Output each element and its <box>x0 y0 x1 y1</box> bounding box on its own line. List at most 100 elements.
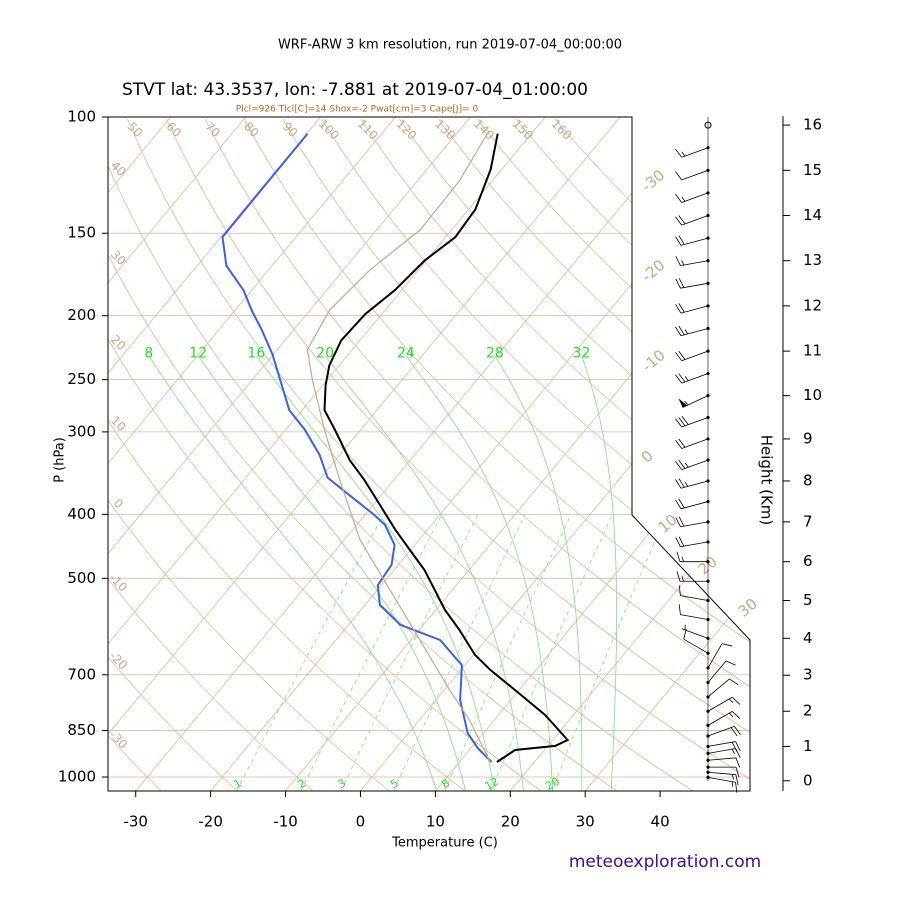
barb-half <box>684 400 689 406</box>
background-lines <box>108 117 750 791</box>
dry-adiabat <box>476 118 750 791</box>
barb-full <box>725 660 736 666</box>
barb-staff <box>683 638 709 654</box>
moist-adiabat-label: 28 <box>486 346 504 362</box>
barb-full <box>731 696 741 705</box>
moist-adiabat <box>197 355 466 791</box>
barb-dot <box>706 758 710 762</box>
barb-staff <box>681 459 709 471</box>
y-tick-label: 400 <box>67 505 96 523</box>
barb-full <box>678 459 686 469</box>
wind-barb <box>706 678 739 699</box>
moist-adiabat-label: 16 <box>247 346 265 362</box>
barb-full <box>735 774 739 786</box>
barb-staff <box>680 480 709 489</box>
y-tick-label: 1000 <box>58 768 96 786</box>
wind-barb <box>678 604 710 622</box>
barb-full <box>675 352 683 361</box>
x-tick-label: -10 <box>273 813 298 831</box>
barb-full <box>678 278 685 288</box>
barb-half <box>732 774 734 780</box>
y2-tick-label: 7 <box>803 512 813 530</box>
isotherm <box>108 117 396 791</box>
x-tick-label: -30 <box>123 813 148 831</box>
barb-full <box>735 741 741 752</box>
barb-staff <box>681 350 709 362</box>
mixing-ratio-line <box>236 514 384 791</box>
y-axis-label: P (hPa) <box>53 437 68 483</box>
wind-barb <box>675 278 710 289</box>
barb-staff <box>681 438 709 449</box>
wind-barb <box>675 146 710 158</box>
y2-axis-label: Height (Km) <box>758 435 776 526</box>
y2-tick-label: 2 <box>803 702 813 720</box>
plot-frame <box>107 116 751 792</box>
barb-half <box>684 329 689 335</box>
info-line: Plcl=926 Tlcl[C]=14 Shox=-2 Pwat[cm]=3 C… <box>236 105 479 115</box>
y2-tick-label: 8 <box>803 471 813 489</box>
mixing-ratio-line <box>551 514 667 791</box>
isotherm <box>135 117 696 791</box>
barb-staff <box>707 776 736 783</box>
wind-barb <box>706 660 736 685</box>
barb-staff <box>707 757 736 761</box>
calm-circle <box>704 121 712 129</box>
y-tick-label: 150 <box>67 224 96 242</box>
isotherm <box>108 117 471 791</box>
dry-adiabat <box>108 118 314 791</box>
profile-line <box>306 130 491 763</box>
wind-barb <box>675 325 710 337</box>
barb-full <box>675 193 683 203</box>
wind-barb <box>706 711 741 728</box>
moist-adiabat <box>255 355 495 791</box>
isotherm <box>108 117 621 791</box>
footer: meteoexploration.com <box>569 852 761 872</box>
barb-staff <box>681 417 709 428</box>
barb-pennant <box>678 398 688 408</box>
barb-full <box>733 726 741 735</box>
barb-full <box>675 148 683 158</box>
barb-full <box>676 571 681 582</box>
barb-full <box>675 479 682 489</box>
y2-tick-label: 6 <box>803 552 813 570</box>
barb-staff <box>707 748 736 754</box>
barb-full <box>735 767 740 778</box>
isotherm <box>108 117 246 791</box>
wind-barb <box>675 415 710 428</box>
isotherm <box>108 117 321 791</box>
wind-barb <box>706 725 741 738</box>
dry-adiabat <box>243 118 750 791</box>
barb-staff <box>680 237 709 246</box>
wind-barb <box>678 585 710 603</box>
barb-half <box>681 196 686 202</box>
barb-staff <box>707 771 736 776</box>
wind-barb <box>675 498 710 510</box>
y2-tick-label: 14 <box>803 206 822 224</box>
barb-half <box>728 698 734 703</box>
y-tick-label: 700 <box>67 665 96 683</box>
barb-half <box>681 151 686 157</box>
isotherm <box>108 117 546 791</box>
barb-full <box>676 551 681 562</box>
moist-adiabat-label: 32 <box>573 346 591 362</box>
barb-half <box>731 748 735 754</box>
barb-full <box>678 350 686 360</box>
wind-barb <box>676 551 710 564</box>
wind-barb <box>681 624 710 640</box>
wind-barb <box>675 235 710 246</box>
wind-barb <box>675 478 710 489</box>
y2-tick-label: 12 <box>803 296 822 314</box>
barb-staff <box>680 541 709 548</box>
barb-dot <box>706 617 710 622</box>
moist-adiabat-label: 12 <box>189 346 207 362</box>
barb-full <box>675 537 681 547</box>
barb-full <box>683 628 687 640</box>
barb-full <box>675 418 683 428</box>
wind-barb <box>706 770 739 786</box>
barb-staff <box>681 628 709 639</box>
moist-adiabat <box>324 355 524 791</box>
barb-staff <box>680 260 709 266</box>
y2-tick-label: 16 <box>803 116 822 134</box>
y2-tick-label: 10 <box>803 386 822 404</box>
